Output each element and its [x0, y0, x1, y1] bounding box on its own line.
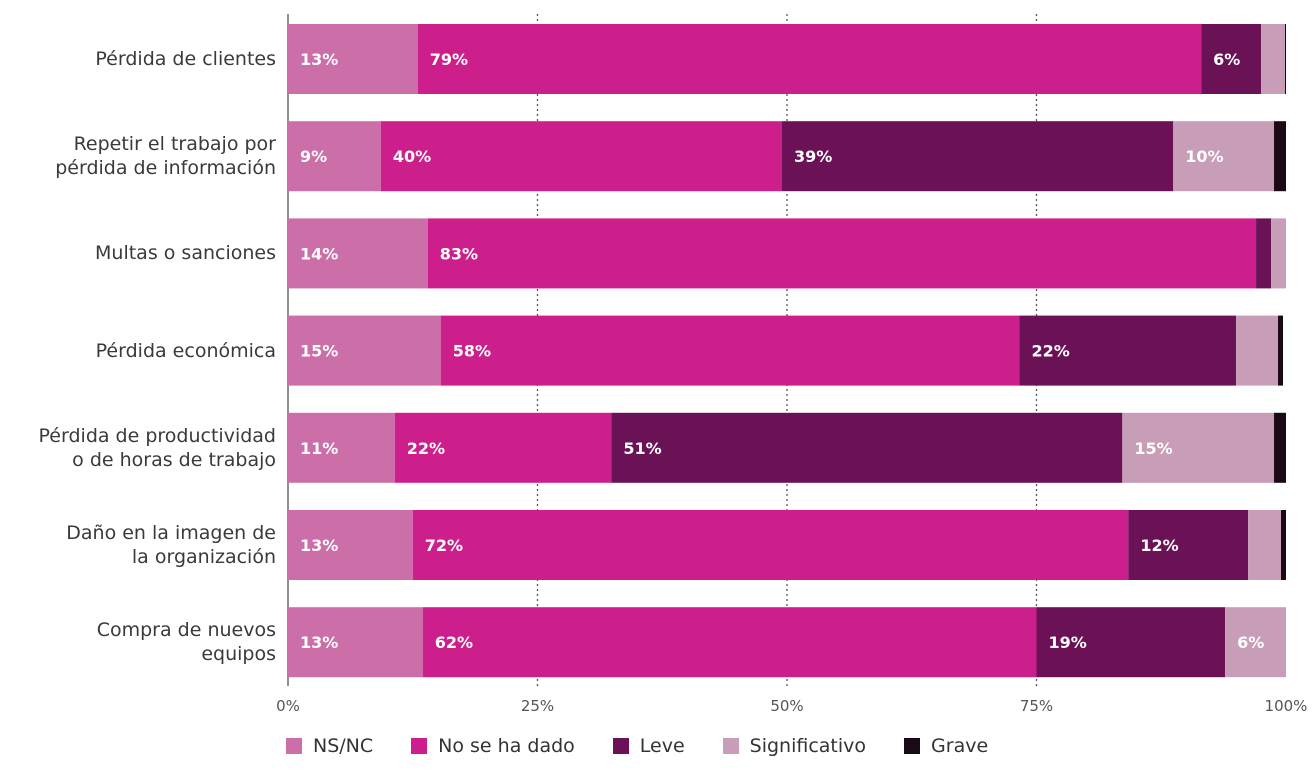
bar-segment	[422, 607, 1037, 678]
category-label: Multas o sanciones	[95, 242, 276, 265]
legend-label: Significativo	[749, 735, 867, 757]
data-label: 22%	[407, 439, 445, 458]
legend-label: Leve	[639, 735, 685, 757]
legend: NS/NC No se ha dado Leve Significativo Grave	[286, 733, 1026, 759]
bar-segment	[288, 607, 423, 678]
data-label: 58%	[453, 342, 491, 361]
bar-segment	[1036, 607, 1226, 678]
data-label: 39%	[794, 147, 832, 166]
data-label: 15%	[300, 342, 338, 361]
legend-item: Grave	[904, 735, 988, 757]
data-label: 6%	[1213, 50, 1240, 69]
legend-label: NS/NC	[313, 735, 374, 757]
bar-segment	[1261, 24, 1286, 94]
bar-segment	[1274, 412, 1286, 483]
x-tick-label: 100%	[1264, 697, 1308, 715]
data-label: 15%	[1134, 439, 1172, 458]
bar-segment	[1128, 510, 1249, 580]
bar-segment	[1019, 315, 1237, 386]
bar-segment	[1285, 24, 1286, 94]
legend-swatch	[286, 738, 302, 754]
data-label: 62%	[435, 633, 473, 652]
x-tick-label: 0%	[276, 697, 300, 715]
data-label: 6%	[1237, 633, 1264, 652]
bar-segment	[380, 121, 783, 192]
bar-segment	[288, 121, 381, 192]
data-label: 13%	[300, 633, 338, 652]
legend-label: No se ha dado	[438, 735, 575, 757]
category-label: Repetir el trabajo por pérdida de inform…	[55, 133, 276, 180]
data-label: 11%	[300, 439, 338, 458]
data-label: 22%	[1032, 342, 1070, 361]
bar-segment	[1271, 218, 1286, 289]
data-label: 12%	[1140, 536, 1178, 555]
data-label: 10%	[1185, 147, 1223, 166]
bar-segment	[611, 412, 1123, 483]
category-label: Pérdida de clientes	[95, 48, 276, 70]
bar-segment	[288, 218, 428, 289]
bar-segment	[1236, 315, 1279, 386]
bar-segment	[782, 121, 1174, 192]
bar-segment	[288, 24, 418, 94]
x-tick-label: 25%	[520, 697, 555, 715]
bar-segment	[1225, 607, 1286, 678]
legend-swatch	[904, 738, 921, 754]
legend-swatch	[722, 738, 739, 754]
data-label: 51%	[623, 439, 661, 458]
data-label: 19%	[1049, 633, 1087, 652]
legend-item: Significativo	[722, 735, 867, 757]
legend-swatch	[411, 738, 428, 754]
x-tick-label: 75%	[1019, 697, 1054, 715]
category-label: Daño en la imagen de la organización	[66, 522, 276, 568]
bar-segment	[394, 412, 612, 483]
category-label: Compra de nuevos equipos	[96, 619, 276, 666]
bar-segment	[288, 510, 413, 580]
bar-segment	[1201, 24, 1262, 94]
data-label: 13%	[300, 536, 338, 555]
data-label: 79%	[430, 50, 468, 69]
bar-segment	[1248, 510, 1282, 580]
data-label: 13%	[300, 50, 338, 69]
data-label: 40%	[393, 147, 431, 166]
legend-item: No se ha dado	[411, 735, 575, 757]
data-label: 72%	[425, 536, 463, 555]
legend-label: Grave	[931, 735, 989, 757]
bar-segment	[288, 412, 395, 483]
bar-segment	[1173, 121, 1275, 192]
legend-item: Leve	[612, 735, 685, 757]
bar-segment	[412, 510, 1129, 580]
bar-segment	[1278, 315, 1284, 386]
bar-segment	[1256, 218, 1272, 289]
bar-segment	[288, 315, 441, 386]
data-label: 14%	[300, 244, 338, 263]
data-label: 83%	[440, 244, 478, 263]
bar-segment	[427, 218, 1257, 289]
bar-segment	[417, 24, 1202, 94]
legend-swatch	[612, 738, 629, 754]
legend-item: NS/NC	[286, 735, 373, 757]
category-label: Pérdida económica	[95, 339, 276, 362]
bar-segment	[1274, 121, 1286, 192]
category-label: Pérdida de productividad o de horas de t…	[38, 424, 276, 471]
bar-segment	[1281, 510, 1286, 580]
data-label: 9%	[300, 147, 327, 166]
x-tick-label: 50%	[770, 697, 804, 715]
bar-segment	[440, 315, 1020, 386]
bar-segment	[1122, 412, 1275, 483]
